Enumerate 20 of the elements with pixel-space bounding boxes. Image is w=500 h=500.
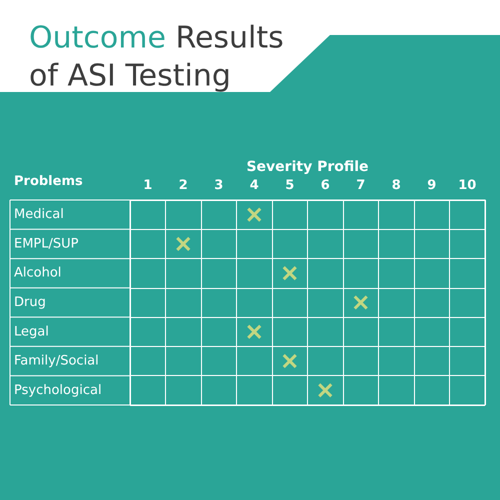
x-tick-label: 7 — [356, 178, 366, 193]
y-tick-label: Medical — [14, 207, 64, 222]
x-tick-label: 2 — [178, 178, 188, 193]
y-tick-label: Family/Social — [14, 354, 99, 369]
x-tick-label: 10 — [458, 178, 476, 193]
y-tick-label: Alcohol — [14, 266, 62, 281]
y-tick-label: Psychological — [14, 382, 102, 398]
y-tick-label: EMPL/SUP — [14, 236, 79, 252]
y-tick-label: Legal — [14, 324, 49, 340]
x-axis-title: Severity Profile — [246, 159, 369, 175]
x-tick-label: 9 — [427, 178, 436, 193]
y-tick-label: Drug — [14, 295, 46, 310]
x-tick-label: 8 — [392, 178, 401, 193]
x-tick-label: 1 — [143, 178, 152, 193]
chart-title: Outcome Results of ASI Testing — [29, 20, 284, 94]
x-tick-label: 5 — [285, 178, 294, 193]
x-tick-label: 6 — [320, 178, 330, 193]
y-axis-title: Problems — [14, 174, 83, 189]
x-tick-label: 3 — [214, 178, 224, 193]
x-tick-label: 4 — [250, 178, 259, 193]
